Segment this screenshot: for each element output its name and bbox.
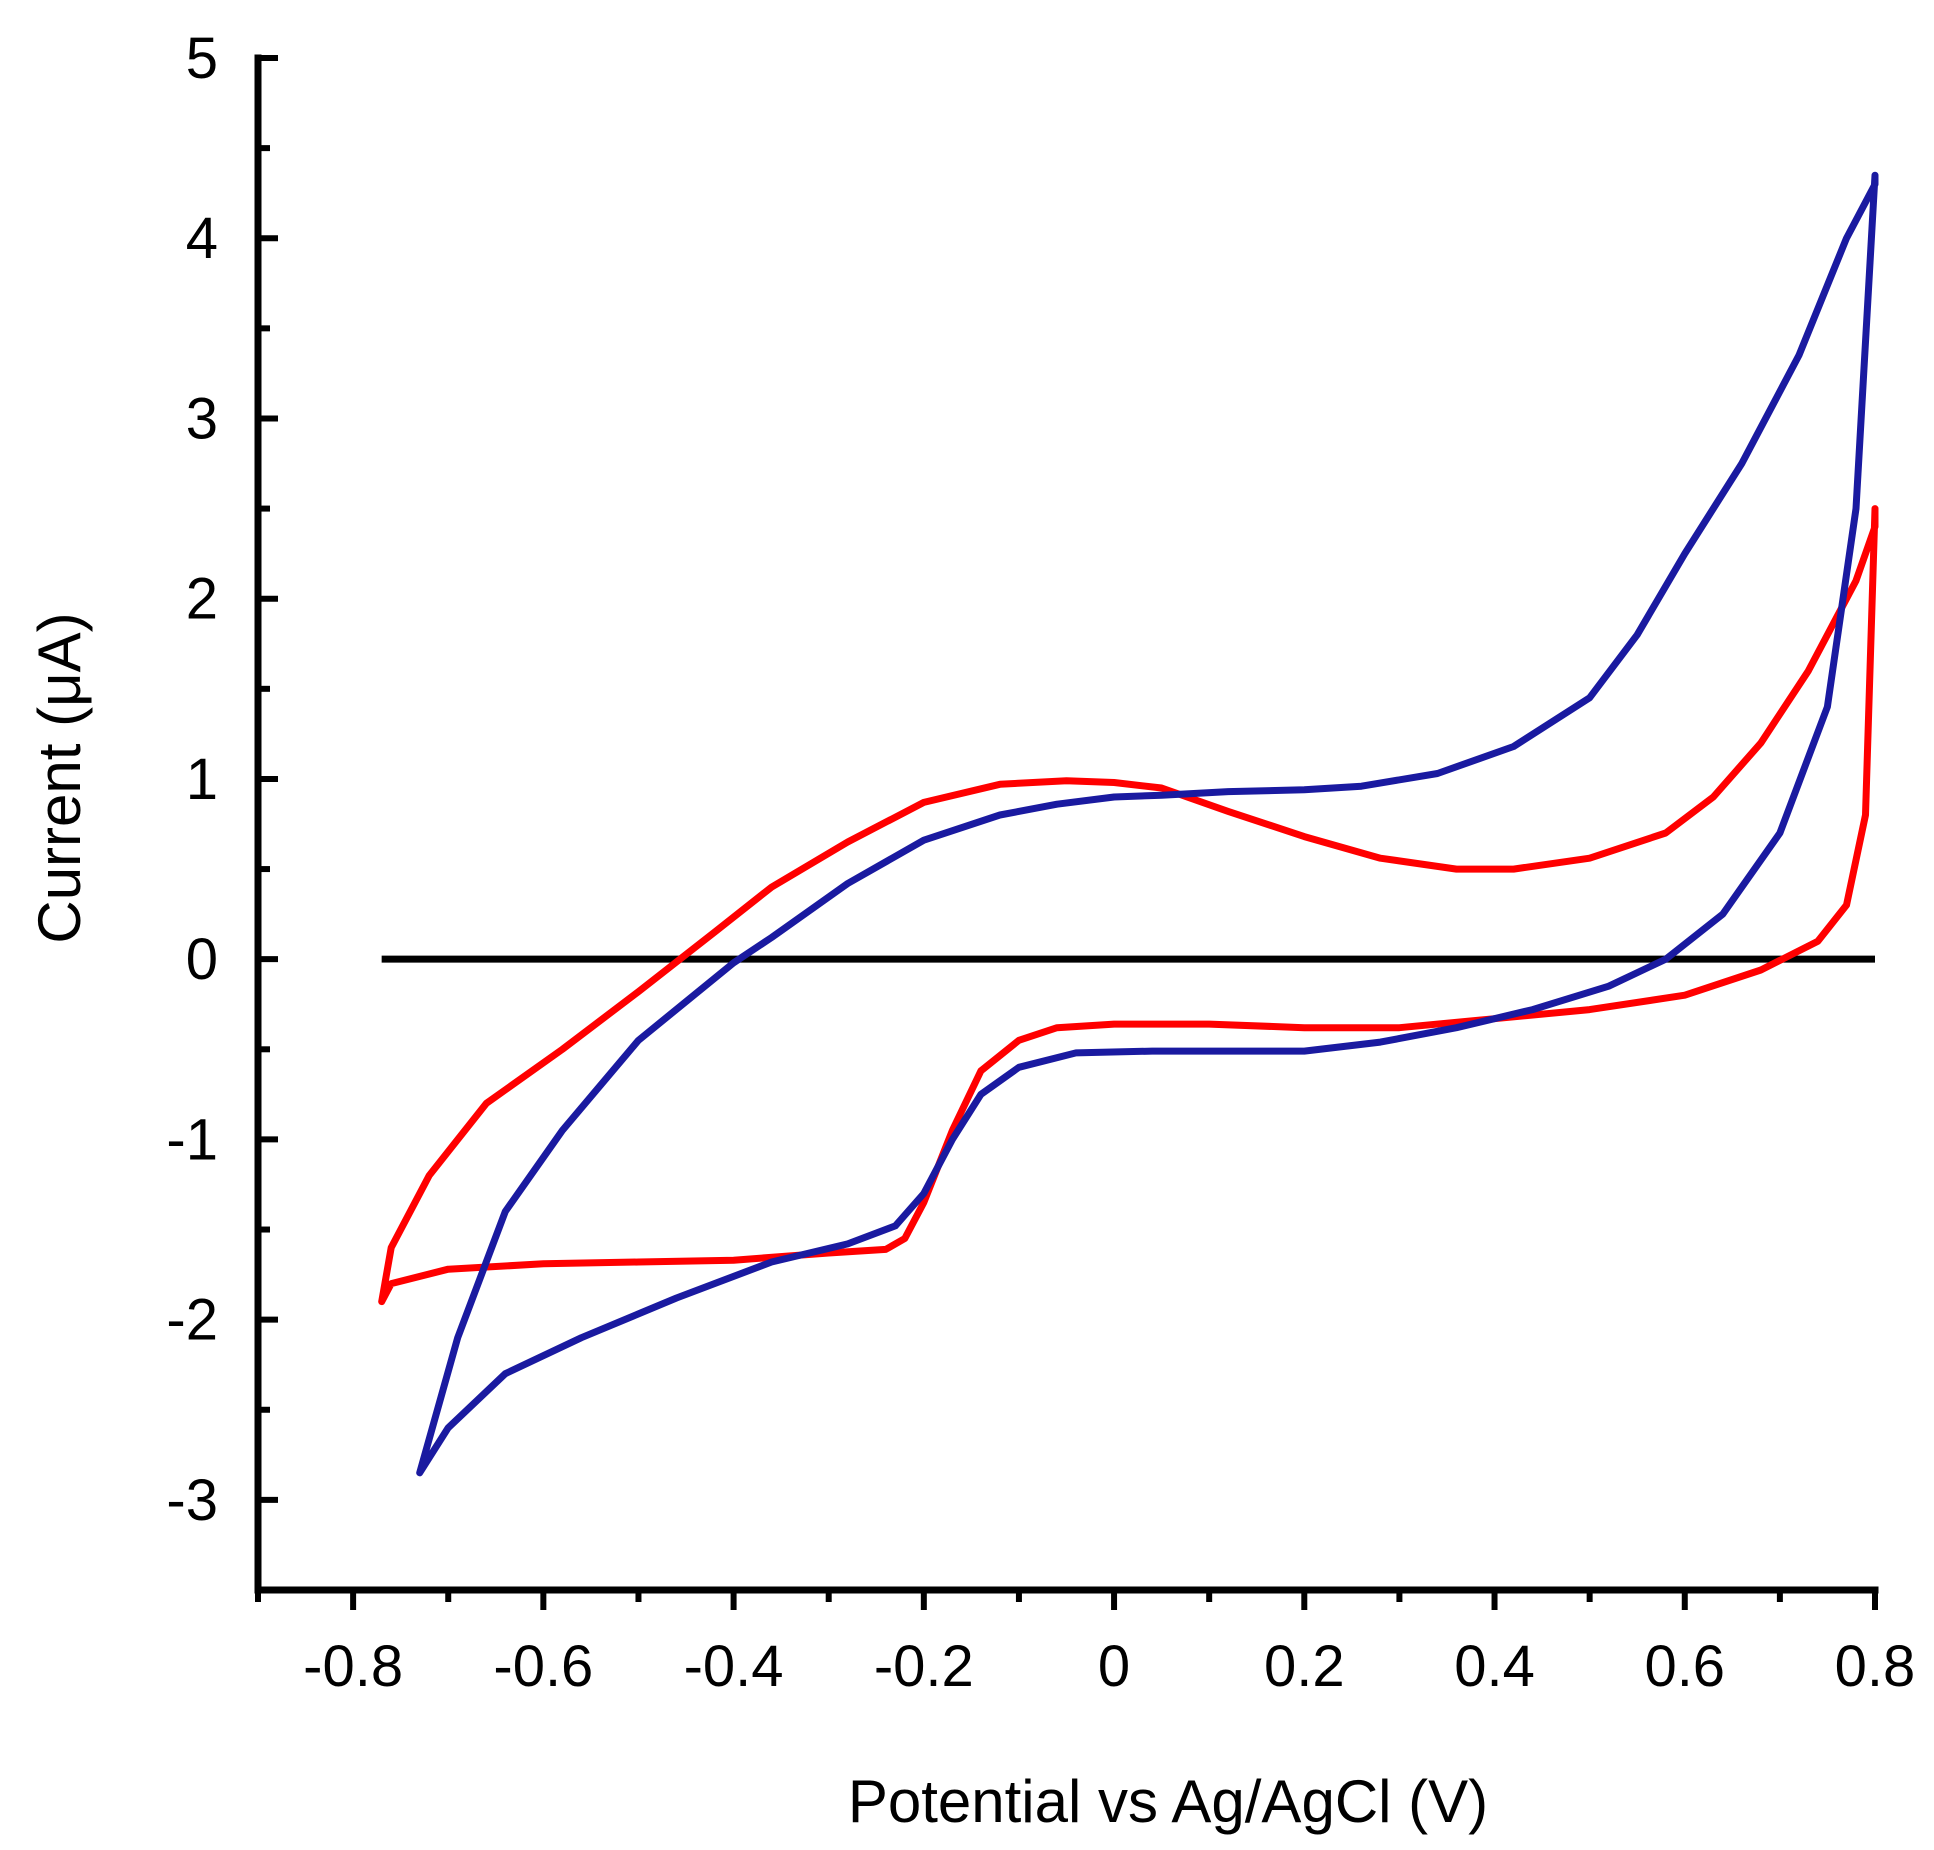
y-tick-label: 2 [186, 567, 218, 632]
x-tick-label: -0.6 [493, 1634, 593, 1699]
axes: -3 -2 -1 0 1 2 3 4 5 -0.8 -0.6 -0.4 -0.2 0 0.2 0.4 0.6 0… [166, 26, 1915, 1699]
plot-lines [378, 171, 1879, 1477]
y-ticks: -3 -2 -1 0 1 2 3 4 5 [166, 26, 278, 1593]
x-tick-label: -0.2 [874, 1634, 974, 1699]
x-tick-label: -0.4 [684, 1634, 784, 1699]
y-tick-label: 1 [186, 747, 218, 812]
x-tick-label: 0.8 [1835, 1634, 1916, 1699]
blue-voltammogram-curve [416, 171, 1879, 1477]
red-voltammogram-curve [378, 505, 1879, 1306]
y-axis-title: Current (μA) [26, 612, 93, 943]
x-tick-label: -0.8 [303, 1634, 403, 1699]
y-tick-label: 5 [186, 26, 218, 91]
x-tick-label: 0.2 [1264, 1634, 1345, 1699]
x-axis-title: Potential vs Ag/AgCl (V) [848, 1768, 1488, 1835]
y-tick-label: 4 [186, 206, 218, 271]
y-tick-label: -3 [166, 1468, 218, 1533]
x-tick-label: 0.4 [1454, 1634, 1535, 1699]
x-ticks: -0.8 -0.6 -0.4 -0.2 0 0.2 0.4 0.6 0.8 [255, 1590, 1916, 1699]
x-tick-label: 0 [1098, 1634, 1130, 1699]
y-tick-label: 0 [186, 927, 218, 992]
x-tick-label: 0.6 [1644, 1634, 1725, 1699]
y-tick-label: 3 [186, 386, 218, 451]
y-tick-label: -1 [166, 1107, 218, 1172]
y-tick-label: -2 [166, 1288, 218, 1353]
